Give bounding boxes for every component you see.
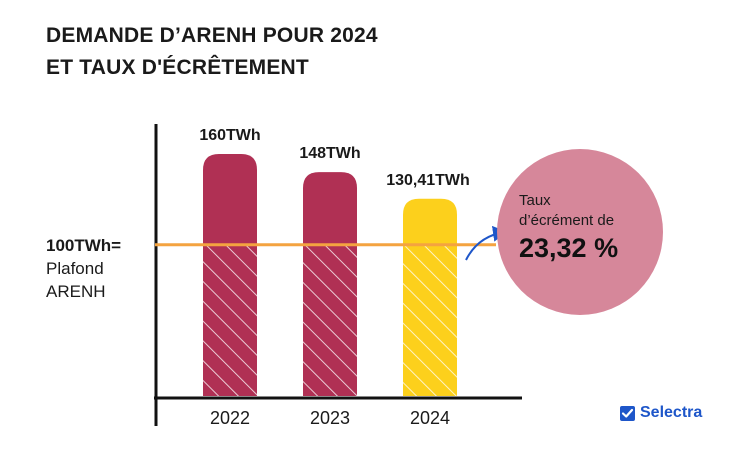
callout-text: Taux d’écrément de: [519, 191, 614, 231]
bar-hatch-2022: [203, 244, 257, 396]
brand-logo: Selectra: [620, 404, 702, 422]
bar-hatch-2024: [403, 244, 457, 396]
bar-hatch-2023: [303, 244, 357, 396]
callout-text-line-2: d’écrément de: [519, 212, 615, 229]
x-tick-label-2022: 2022: [210, 408, 250, 428]
x-tick-label-2024: 2024: [410, 408, 450, 428]
value-label-2024: 130,41TWh: [386, 172, 470, 189]
plafond-desc-line-2: ARENH: [46, 282, 106, 301]
plafond-label: 100TWh= Plafond ARENH: [46, 234, 121, 303]
brand-name: Selectra: [640, 404, 703, 421]
chart-title-line-2: ET TAUX D'ÉCRÊTEMENT: [46, 56, 309, 79]
value-label-2022: 160TWh: [199, 127, 260, 144]
x-tick-label-2023: 2023: [310, 408, 350, 428]
plafond-desc-line-1: Plafond: [46, 259, 104, 278]
ecretement-callout: Taux d’écrément de 23,32 %: [497, 149, 663, 315]
plafond-value-label: 100TWh=: [46, 236, 122, 255]
callout-rate: 23,32 %: [519, 233, 619, 263]
chart-title-line-1: DEMANDE D’ARENH POUR 2024: [46, 24, 378, 47]
chart-title: DEMANDE D’ARENH POUR 2024 ET TAUX D'ÉCRÊ…: [46, 20, 378, 84]
checkmark-icon: [620, 405, 635, 421]
value-label-2023: 148TWh: [299, 145, 360, 162]
callout-text-line-1: Taux: [519, 192, 551, 209]
